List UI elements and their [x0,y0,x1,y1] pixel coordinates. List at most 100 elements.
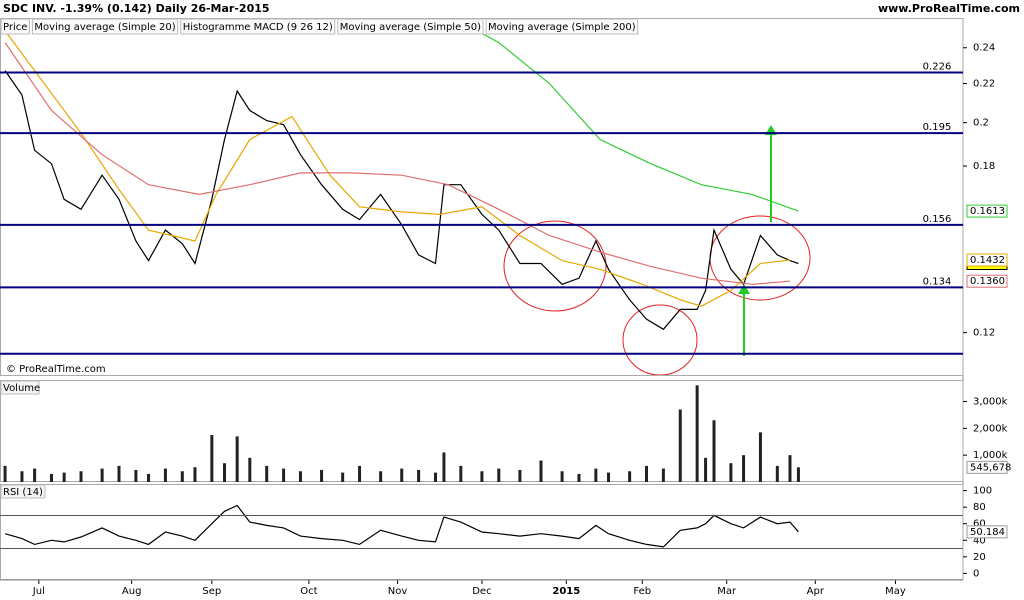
level-label: 0.156 [923,214,952,225]
legend-entry: Moving average (Simple 50) [340,22,481,33]
x-tick-label: 2015 [552,586,580,597]
volume-bar [210,435,214,482]
legend-entry: Moving average (Simple 20) [34,22,175,33]
volume-bar [147,473,151,482]
volume-bar [100,468,104,482]
y-tick-label: 80 [973,502,986,513]
volume-bar [497,468,501,482]
volume-bar [62,472,66,482]
x-tick-label: Mar [717,586,737,597]
x-tick-label: Oct [300,586,317,597]
panel-label-box [0,380,40,395]
legend-box [180,18,336,35]
last-value-label: 0.1613 [970,206,1005,217]
y-tick-label: 100 [973,486,992,497]
plot-area [4,504,799,548]
y-tick-label: 0.18 [973,161,995,172]
volume-bar [379,471,383,482]
last-value-box [966,460,1008,474]
plot-area [3,385,800,482]
legend-box [337,18,484,35]
annotations [503,125,811,376]
volume-bar [248,457,252,482]
volume-bar [712,420,716,482]
volume-bar [180,471,184,482]
volume-bar [20,471,24,482]
volume-bar [442,452,446,482]
volume-bar [434,472,438,482]
volume-bar [742,455,746,482]
volume-bar [695,385,699,482]
volume-bar [796,467,800,482]
volume-bar [577,473,581,482]
last-value-box [966,204,1008,218]
volume-bar [341,472,345,482]
level-label: 0.195 [923,122,952,133]
annotation-ellipse [503,220,607,312]
volume-bar [79,471,83,482]
volume-bar [704,457,708,482]
y-tick-label: 20 [973,552,986,563]
volume-bar [3,465,7,482]
y-tick-label: 60 [973,519,986,530]
series-line [4,504,799,548]
volume-bar [33,468,37,482]
volume-bar [282,468,286,482]
volume-bar [320,469,324,482]
plot-area [4,19,799,331]
level-label: 0.226 [923,61,952,72]
volume-bar [560,471,564,482]
volume-bar [298,471,302,482]
volume-bar [400,468,404,482]
legend-box [0,18,30,35]
volume-bar [594,468,598,482]
legend-entry: Price [3,22,27,33]
annotation-arrow-head [738,284,750,294]
volume-bar [539,460,543,482]
volume-bar [788,455,792,482]
y-tick-label: 0 [973,568,979,579]
series-line [4,70,799,331]
series-line [4,42,791,285]
y-tick-label: 3,000k [973,396,1008,407]
volume-bar [117,465,121,482]
volume-bar [758,432,762,482]
x-tick-label: Feb [633,586,651,597]
volume-bar [518,469,522,482]
panel-label: Volume [3,383,40,394]
chart-title: SDC INV. -1.39% (0.142) Daily 26-Mar-201… [3,2,270,15]
volume-bar [193,467,197,482]
y-tick-label: 0.22 [973,79,995,90]
last-value-box [966,253,1008,267]
x-tick-label: Apr [807,586,825,597]
volume-bar [480,471,484,482]
x-tick-label: Sep [202,586,221,597]
legend-box [31,18,179,35]
volume-bar [678,409,682,482]
source: www.ProRealTime.com [878,2,1020,15]
panel-label-box [0,484,46,499]
series-line [4,30,791,307]
y-tick-label: 0.2 [973,118,989,129]
last-value-box [966,274,1008,288]
level-label: 0.134 [923,276,952,287]
volume-bar [134,469,138,482]
legend-entry: Histogramme MACD (9 26 12) [183,22,333,33]
volume-bar [163,468,167,482]
x-tick-label: Dec [472,586,491,597]
volume-bar [729,463,733,482]
x-tick-label: Nov [388,586,408,597]
last-value-box [966,525,1008,539]
volume-bar [358,465,362,482]
volume-bar [661,468,665,482]
x-tick-label: Jul [32,586,45,597]
y-tick-label: 2,000k [973,423,1008,434]
last-value-label: 0.1432 [970,255,1005,266]
watermark: © ProRealTime.com [6,364,106,375]
y-tick-label: 0.12 [973,328,995,339]
panel-label: RSI (14) [3,487,43,498]
volume-bar [223,463,227,482]
volume-bar [265,465,269,482]
